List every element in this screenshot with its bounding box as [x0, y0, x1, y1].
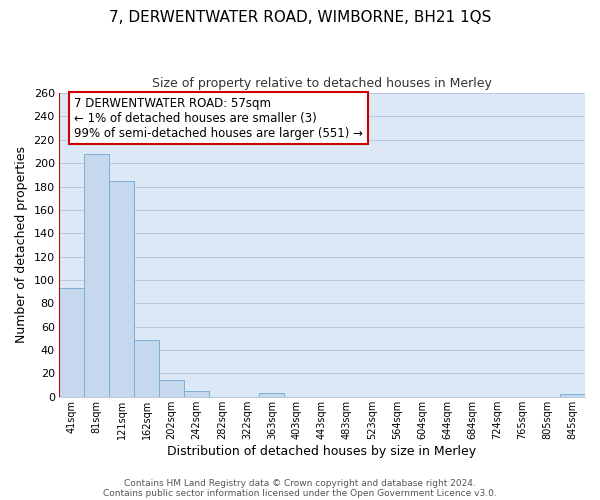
Text: Contains HM Land Registry data © Crown copyright and database right 2024.: Contains HM Land Registry data © Crown c… [124, 478, 476, 488]
X-axis label: Distribution of detached houses by size in Merley: Distribution of detached houses by size … [167, 444, 476, 458]
Text: 7 DERWENTWATER ROAD: 57sqm
← 1% of detached houses are smaller (3)
99% of semi-d: 7 DERWENTWATER ROAD: 57sqm ← 1% of detac… [74, 96, 363, 140]
Bar [59, 288, 84, 397]
Bar [84, 154, 109, 397]
Bar [184, 391, 209, 397]
Bar [134, 340, 159, 397]
Bar [109, 180, 134, 397]
Text: 7, DERWENTWATER ROAD, WIMBORNE, BH21 1QS: 7, DERWENTWATER ROAD, WIMBORNE, BH21 1QS [109, 10, 491, 25]
Text: Contains public sector information licensed under the Open Government Licence v3: Contains public sector information licen… [103, 488, 497, 498]
Bar [159, 380, 184, 397]
Title: Size of property relative to detached houses in Merley: Size of property relative to detached ho… [152, 78, 492, 90]
Bar [259, 394, 284, 397]
Bar [560, 394, 585, 397]
Y-axis label: Number of detached properties: Number of detached properties [15, 146, 28, 344]
